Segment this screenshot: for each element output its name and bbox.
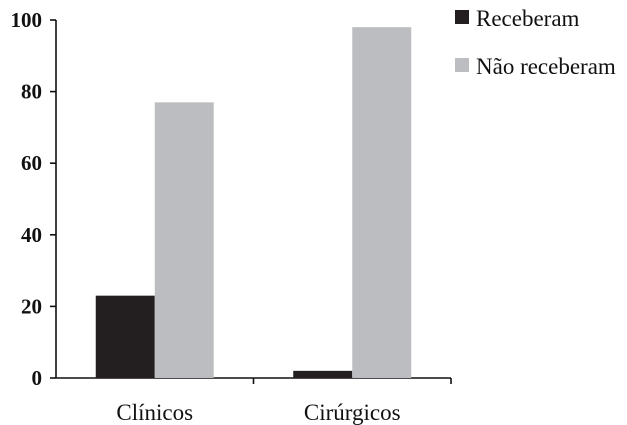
y-axis: 0 20 40 60 80 100 <box>11 8 57 390</box>
y-tick-label: 60 <box>21 151 42 175</box>
legend-label: Receberam <box>476 6 580 31</box>
y-tick-label: 20 <box>21 294 42 318</box>
legend-swatch <box>455 10 469 24</box>
legend-swatch <box>455 58 469 72</box>
legend-label: Não receberam <box>476 54 616 79</box>
x-category-label: Cirúrgicos <box>304 400 401 425</box>
y-tick-label: 0 <box>32 366 43 390</box>
bar-receberam-0 <box>95 295 155 378</box>
legend: Receberam Não receberam <box>455 6 616 79</box>
bar-nao-receberam-1 <box>352 27 412 378</box>
y-tick-label: 80 <box>21 80 42 104</box>
x-axis: Clínicos Cirúrgicos <box>56 377 452 425</box>
bars <box>95 27 412 378</box>
bar-receberam-1 <box>293 370 353 378</box>
y-tick-label: 100 <box>11 8 43 32</box>
x-category-label: Clínicos <box>116 400 193 425</box>
y-tick-label: 40 <box>21 223 42 247</box>
bar-nao-receberam-0 <box>154 102 214 378</box>
